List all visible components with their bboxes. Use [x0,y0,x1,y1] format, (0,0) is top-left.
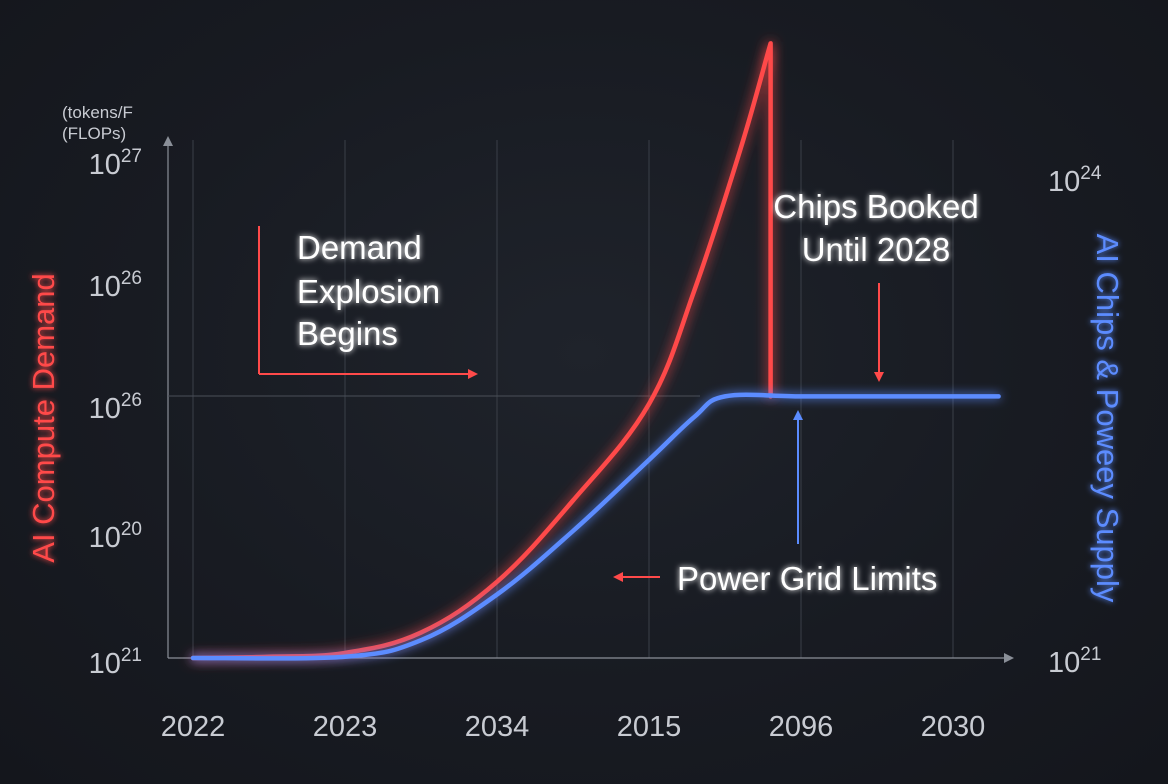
left-tick-label: 1027 [89,146,142,181]
series-supply-line [190,392,1001,661]
chips-annotation-line2: Until 2028 [802,231,951,268]
right-axis-title: AI Chips & Poweey Supply [1090,234,1125,603]
power-grid-annotation: Power Grid Limits [677,560,937,597]
left-tick-label: 1020 [89,519,142,554]
demand-annotation-line3: Begins [297,315,398,352]
demand-annotation-line2: Explosion [297,273,440,310]
left-tick-label: 1026 [89,268,142,303]
gridlines [192,140,954,658]
series-demand-line [190,41,773,661]
y-unit-line2: (FLOPs) [62,124,126,143]
demand-annotation-line1: Demand [297,229,422,266]
chips-annotation-line1: Chips Booked [773,188,978,225]
left-tick-label: 1021 [89,645,142,680]
left-axis-ticks: 1027 1026 1026 1020 1021 [89,146,142,680]
x-tick-label: 2034 [465,711,530,743]
series-layer [190,41,1001,661]
left-tick-label: 1026 [89,390,142,425]
x-tick-label: 2096 [769,711,834,743]
x-tick-label: 2023 [313,711,378,743]
x-axis-ticks: 2022 2023 2034 2015 2096 2030 [161,711,986,743]
x-tick-label: 2022 [161,711,226,743]
x-tick-label: 2030 [921,711,986,743]
right-tick-label: 1024 [1048,163,1102,198]
right-axis-ticks: 1024 1021 [1048,163,1102,679]
y-unit-line1: (tokens/F [62,103,133,122]
right-tick-label: 1021 [1048,644,1101,679]
left-axis-title: AI Compute Demand [26,273,61,562]
x-tick-label: 2015 [617,711,682,743]
